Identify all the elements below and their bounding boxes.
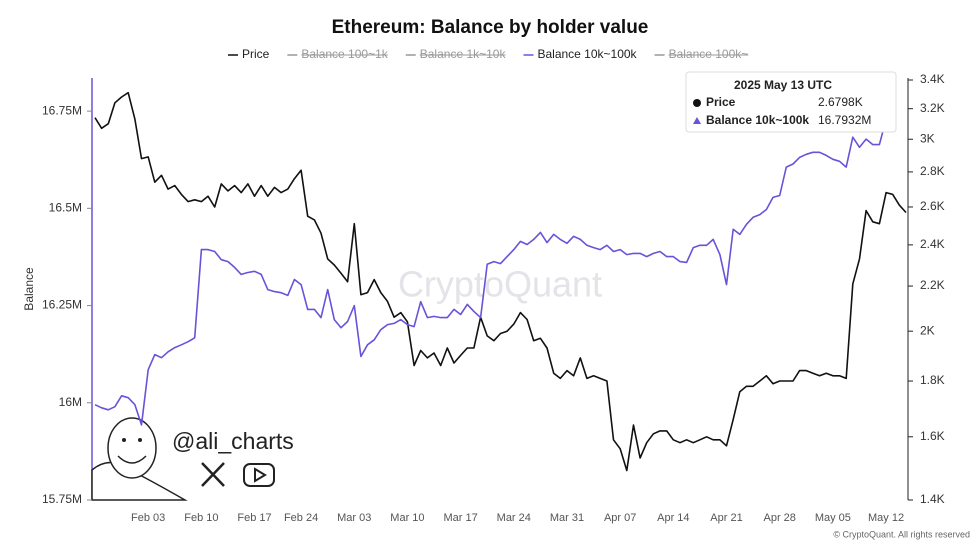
y2-tick-label: 2.8K [920,164,945,178]
legend-label: Balance 100k~ [669,47,749,61]
legend-item: Balance 100~1k [287,47,389,61]
y-axis-label: Balance [22,267,36,311]
copyright: © CryptoQuant. All rights reserved [833,529,970,539]
y2-tick-label: 2.2K [920,278,945,292]
x-tick-label: Apr 14 [657,512,689,524]
legend-label: Balance 1k~10k [420,47,507,61]
chart-title: Ethereum: Balance by holder value [332,17,649,38]
x-tick-label: Feb 03 [131,512,165,524]
y2-tick-label: 1.6K [920,429,945,443]
y2-tick-label: 2K [920,323,935,337]
x-tick-label: Apr 28 [763,512,795,524]
tooltip-box [685,71,897,133]
y2-tick-label: 3.4K [920,72,945,86]
legend-item: Balance 10k~100k [523,47,638,61]
y2-tick-label: 3K [920,131,935,145]
x-tick-label: Apr 21 [710,512,742,524]
y-tick-label: 16.25M [42,298,82,312]
y2-tick-label: 1.4K [920,492,945,506]
x-tick-label: Feb 10 [184,512,218,524]
x-tick-label: May 12 [868,512,904,524]
tooltip-title: 2025 May 13 UTC [734,78,832,92]
x-tick-label: May 05 [815,512,851,524]
y-tick-label: 16.75M [42,103,82,117]
x-tick-label: Apr 07 [604,512,636,524]
avatar [91,417,188,501]
y-tick-label: 16M [59,395,82,409]
legend-label: Balance 10k~100k [537,47,637,61]
x-tick-label: Mar 24 [497,512,531,524]
x-tick-label: Mar 31 [550,512,584,524]
x-tick-label: Mar 10 [390,512,424,524]
tooltip-value: 2.6798K [818,95,863,109]
author-handle: @ali_charts [172,428,294,454]
tooltip-marker [693,117,701,124]
legend: Price Balance 100~1k Balance 1k~10k Balance… [228,47,749,61]
y-tick-label: 15.75M [42,492,82,506]
x-tick-label: Feb 17 [237,512,271,524]
legend-item: Balance 100k~ [654,47,749,61]
tooltip-marker [693,99,701,107]
watermark: CryptoQuant [398,264,602,305]
y-tick-label: 16.5M [49,201,82,215]
legend-item: Price [228,47,270,61]
series-line [94,91,907,472]
tooltip: 2025 May 13 UTC Price 2.6798K Balance 10k~1… [685,71,897,133]
y2-tick-label: 1.8K [920,373,945,387]
series-line [94,94,894,426]
tooltip-value: 16.7932M [818,113,871,127]
tooltip-label: Price [706,95,736,109]
x-tick-label: Feb 24 [284,512,318,524]
y2-tick-label: 2.4K [920,237,945,251]
x-tick-label: Mar 03 [337,512,371,524]
legend-label: Price [242,47,270,61]
y2-tick-label: 3.2K [920,101,945,115]
y2-tick-label: 2.6K [920,199,945,213]
social-icons [201,462,275,487]
legend-item: Balance 1k~10k [405,47,507,61]
legend-label: Balance 100~1k [301,47,388,61]
x-tick-label: Mar 17 [443,512,477,524]
tooltip-label: Balance 10k~100k [706,113,809,127]
